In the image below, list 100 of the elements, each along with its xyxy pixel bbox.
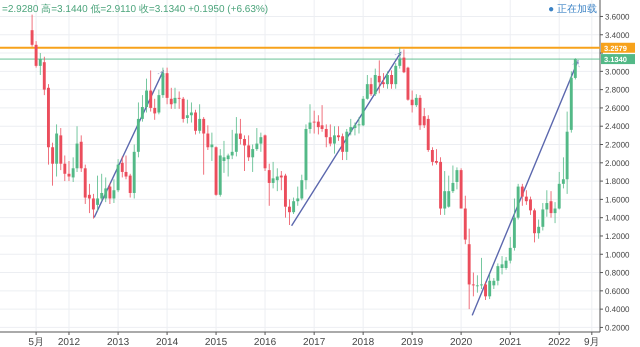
candlestick bbox=[206, 124, 210, 150]
x-tick-label: 2019 bbox=[401, 337, 424, 347]
candlestick bbox=[545, 190, 548, 218]
candlestick bbox=[251, 144, 254, 172]
candlestick bbox=[174, 87, 176, 110]
candlestick bbox=[472, 272, 475, 297]
candlestick bbox=[112, 178, 116, 204]
candlestick bbox=[488, 274, 492, 300]
y-tick-label: 2.8000 bbox=[605, 86, 630, 95]
x-tick-label: 2018 bbox=[352, 337, 375, 347]
candlestick bbox=[312, 110, 316, 134]
candlestick bbox=[194, 109, 197, 135]
y-tick-label: 1.8000 bbox=[605, 177, 630, 186]
x-tick-label: 2012 bbox=[58, 337, 81, 347]
x-tick-label: 2015 bbox=[204, 337, 228, 347]
candlestick bbox=[210, 132, 214, 162]
y-tick-label: 2.4000 bbox=[605, 122, 630, 132]
candlestick bbox=[366, 74, 369, 100]
candlestick bbox=[541, 202, 544, 231]
candlestick bbox=[484, 281, 487, 300]
candlestick bbox=[320, 104, 324, 132]
candlestick bbox=[390, 70, 394, 90]
y-tick-label: 1.2000 bbox=[605, 232, 630, 241]
candlestick bbox=[92, 193, 95, 219]
y-tick-label: 1.6000 bbox=[605, 195, 630, 204]
y-tick-label: 1.4000 bbox=[605, 214, 630, 223]
candlestick bbox=[308, 104, 312, 134]
y-tick-label: 2.0000 bbox=[605, 158, 630, 168]
y-tick-label: 0.2000 bbox=[605, 323, 630, 332]
candlestick bbox=[149, 70, 152, 112]
x-tick-label: 2022 bbox=[548, 337, 571, 347]
candlestick bbox=[272, 161, 275, 189]
x-tick-label: 2014 bbox=[156, 337, 179, 347]
annotation: =2.9280 高=3.1440 低=2.9110 收=3.1340 +0.1950 (+6.63%) bbox=[2, 3, 268, 15]
candlestick bbox=[230, 129, 234, 160]
candlestick bbox=[288, 198, 291, 226]
y-tick-label: 3.4000 bbox=[605, 30, 630, 40]
candlestick bbox=[51, 142, 54, 186]
candlestick bbox=[386, 70, 389, 90]
candlestick bbox=[255, 128, 258, 152]
candlestick bbox=[161, 67, 164, 98]
x-tick-label: 2016 bbox=[254, 337, 277, 347]
x-tick-label: 9月 bbox=[584, 337, 600, 347]
candlestick bbox=[157, 89, 160, 115]
y-tick-label: 0.4000 bbox=[605, 305, 630, 314]
x-tick-label: 2020 bbox=[450, 337, 473, 347]
candlestick bbox=[341, 133, 344, 160]
candlestick bbox=[128, 173, 132, 198]
x-tick-label: 2017 bbox=[303, 337, 326, 347]
candlestick bbox=[504, 256, 508, 270]
candlestick bbox=[182, 96, 185, 123]
candlestick bbox=[178, 91, 181, 110]
candlestick bbox=[243, 134, 246, 172]
candlestick bbox=[430, 146, 434, 166]
candlestick bbox=[234, 116, 238, 157]
candlestick bbox=[537, 219, 540, 240]
candlestick bbox=[332, 126, 336, 154]
x-tick-label: 5月 bbox=[28, 337, 44, 347]
candlestick bbox=[145, 78, 148, 113]
candlestick bbox=[292, 197, 296, 214]
x-tick-label: 2021 bbox=[499, 337, 522, 347]
y-tick-label: 2.2000 bbox=[605, 140, 630, 150]
candlestick bbox=[410, 90, 414, 113]
candlestick bbox=[198, 104, 202, 134]
candlestick bbox=[354, 122, 356, 136]
candlestick bbox=[520, 183, 524, 206]
candlestick bbox=[480, 258, 483, 290]
candlestick bbox=[455, 166, 458, 190]
candlestick bbox=[550, 190, 552, 218]
candlestick bbox=[451, 165, 454, 194]
candlestick bbox=[30, 14, 34, 48]
candlestick bbox=[68, 160, 70, 182]
candlestick bbox=[554, 202, 556, 224]
candlestick bbox=[476, 274, 479, 294]
candlestick bbox=[496, 263, 500, 286]
y-tick-label: 2.6000 bbox=[605, 104, 630, 113]
candlestick bbox=[268, 163, 271, 206]
candlestick bbox=[72, 156, 75, 182]
y-tick-label: 0.6000 bbox=[605, 286, 630, 296]
candlestick bbox=[533, 208, 536, 243]
y-tick-label: 0.8000 bbox=[605, 268, 630, 278]
candlestick bbox=[370, 77, 373, 96]
candlestick bbox=[259, 132, 262, 152]
candlestick bbox=[349, 118, 352, 136]
candlestick bbox=[34, 40, 38, 68]
y-tick-label: 1.0000 bbox=[605, 250, 630, 260]
annotation: ● 正在加载 bbox=[548, 3, 597, 15]
candlestick bbox=[226, 153, 230, 177]
candlestick bbox=[140, 94, 144, 122]
candlestick bbox=[190, 102, 193, 123]
candlestick bbox=[529, 196, 532, 216]
candlestick bbox=[96, 175, 100, 212]
y-tick-label: 3.6000 bbox=[605, 12, 630, 22]
candlestick bbox=[63, 155, 66, 182]
candlestick bbox=[300, 174, 304, 201]
candlestick bbox=[247, 134, 250, 162]
candlestick bbox=[238, 118, 242, 145]
candlestick bbox=[108, 182, 112, 204]
candlestick bbox=[186, 99, 189, 124]
y-tick-label: 3.0000 bbox=[605, 67, 630, 76]
